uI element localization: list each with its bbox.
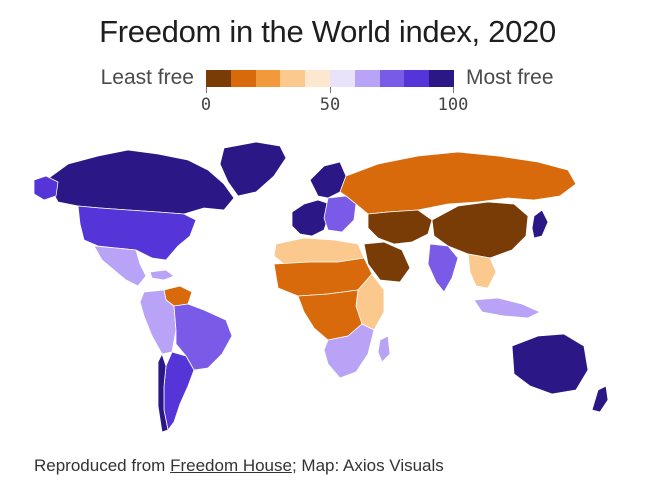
- legend: Least free 0 50 100 Most free: [0, 64, 655, 124]
- legend-tick-50: [330, 87, 331, 93]
- legend-tick-100: [453, 87, 454, 93]
- region-southeast-asia: [467, 253, 497, 289]
- legend-most-free-label: Most free: [466, 66, 554, 89]
- region-eastern-europe: [323, 195, 357, 233]
- region-mexico: [93, 245, 147, 287]
- legend-color-scale: [206, 70, 454, 87]
- legend-swatch-6: [354, 70, 380, 87]
- legend-swatch-7: [379, 70, 405, 87]
- region-argentina: [163, 351, 195, 431]
- region-india: [427, 243, 459, 293]
- legend-swatch-9: [429, 70, 454, 87]
- legend-tick-0: [206, 87, 207, 93]
- world-choropleth-map: [33, 141, 609, 433]
- legend-swatch-3: [280, 70, 306, 87]
- region-southern-africa: [323, 323, 375, 379]
- legend-swatch-4: [305, 70, 330, 87]
- legend-swatch-2: [255, 70, 281, 87]
- source-credit-prefix: Reproduced from: [34, 456, 171, 475]
- source-credit-suffix: ; Map: Axios Visuals: [291, 456, 444, 475]
- legend-tick-label-100: 100: [437, 95, 469, 115]
- legend-swatch-1: [230, 70, 256, 87]
- region-australia: [511, 333, 589, 395]
- legend-tick-label-50: 50: [319, 95, 341, 115]
- legend-swatch-0: [206, 70, 231, 87]
- freedom-house-link[interactable]: Freedom House: [170, 456, 292, 475]
- legend-swatch-8: [404, 70, 430, 87]
- source-credit: Reproduced from Freedom House; Map: Axio…: [34, 456, 444, 476]
- region-caribbean: [149, 269, 175, 281]
- region-brazil: [173, 303, 233, 371]
- region-russia: [339, 151, 577, 215]
- region-chile: [157, 352, 169, 433]
- region-arabian-peninsula: [363, 241, 411, 283]
- region-new-zealand: [591, 385, 609, 413]
- region-alaska: [33, 175, 59, 201]
- region-united-states: [77, 205, 197, 261]
- region-madagascar: [377, 335, 391, 363]
- region-indonesia: [473, 297, 541, 319]
- legend-tick-label-0: 0: [200, 95, 212, 115]
- region-central-asia: [367, 209, 433, 245]
- legend-least-free-label: Least free: [100, 66, 194, 89]
- legend-swatch-5: [329, 70, 355, 87]
- region-canada: [45, 149, 235, 215]
- region-japan: [531, 209, 549, 239]
- map-title: Freedom in the World index, 2020: [99, 14, 556, 49]
- region-china: [431, 201, 529, 259]
- region-greenland: [219, 141, 287, 197]
